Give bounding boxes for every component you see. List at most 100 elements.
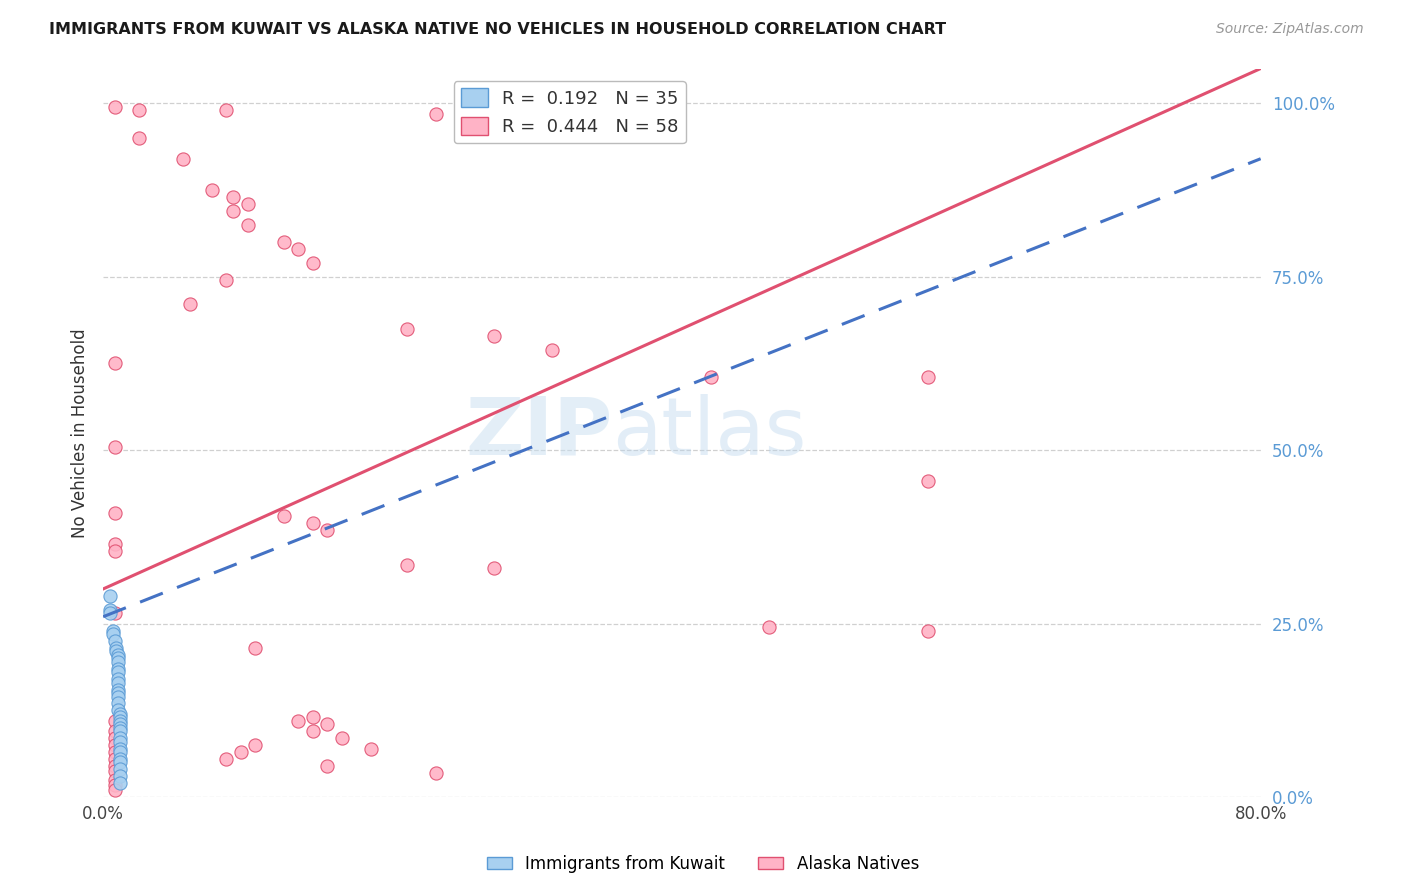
Text: ZIP: ZIP bbox=[465, 394, 613, 472]
Point bbox=[110, 756, 132, 770]
Point bbox=[104, 543, 127, 558]
Point bbox=[104, 778, 127, 792]
Point bbox=[110, 741, 132, 756]
Point bbox=[104, 724, 127, 739]
Point bbox=[110, 769, 132, 783]
Point bbox=[98, 603, 121, 617]
Point bbox=[104, 506, 127, 520]
Point bbox=[104, 356, 127, 370]
Point bbox=[243, 738, 266, 752]
Text: atlas: atlas bbox=[613, 394, 807, 472]
Point bbox=[107, 648, 129, 662]
Point bbox=[287, 242, 309, 256]
Text: IMMIGRANTS FROM KUWAIT VS ALASKA NATIVE NO VEHICLES IN HOUSEHOLD CORRELATION CHA: IMMIGRANTS FROM KUWAIT VS ALASKA NATIVE … bbox=[49, 22, 946, 37]
Point bbox=[107, 686, 129, 700]
Point bbox=[917, 475, 939, 489]
Point bbox=[104, 634, 127, 648]
Point bbox=[105, 640, 128, 655]
Legend: R =  0.192   N = 35, R =  0.444   N = 58: R = 0.192 N = 35, R = 0.444 N = 58 bbox=[454, 81, 686, 144]
Point bbox=[110, 763, 132, 777]
Point bbox=[107, 655, 129, 669]
Point bbox=[104, 783, 127, 797]
Point bbox=[243, 640, 266, 655]
Point bbox=[107, 690, 129, 704]
Point bbox=[107, 672, 129, 686]
Point bbox=[110, 745, 132, 759]
Legend: Immigrants from Kuwait, Alaska Natives: Immigrants from Kuwait, Alaska Natives bbox=[481, 848, 925, 880]
Point bbox=[215, 752, 238, 766]
Point bbox=[103, 627, 125, 641]
Point bbox=[758, 620, 780, 634]
Point bbox=[395, 558, 418, 572]
Point bbox=[273, 509, 295, 524]
Point bbox=[104, 738, 127, 752]
Y-axis label: No Vehicles in Household: No Vehicles in Household bbox=[72, 328, 89, 538]
Point bbox=[107, 697, 129, 711]
Point bbox=[110, 724, 132, 739]
Point bbox=[110, 714, 132, 728]
Point bbox=[302, 724, 325, 739]
Point bbox=[273, 235, 295, 249]
Point bbox=[302, 710, 325, 724]
Point bbox=[104, 731, 127, 746]
Point bbox=[110, 752, 132, 766]
Point bbox=[395, 322, 418, 336]
Point bbox=[172, 152, 194, 166]
Point bbox=[128, 131, 150, 145]
Point bbox=[179, 297, 201, 311]
Point bbox=[105, 644, 128, 658]
Point bbox=[482, 561, 505, 575]
Point bbox=[700, 370, 723, 384]
Point bbox=[287, 714, 309, 728]
Point bbox=[104, 772, 127, 787]
Point bbox=[482, 328, 505, 343]
Point bbox=[425, 765, 447, 780]
Point bbox=[128, 103, 150, 117]
Point bbox=[104, 100, 127, 114]
Point bbox=[215, 103, 238, 117]
Point bbox=[302, 256, 325, 270]
Point bbox=[104, 745, 127, 759]
Point bbox=[104, 752, 127, 766]
Point bbox=[107, 703, 129, 717]
Point bbox=[104, 714, 127, 728]
Point bbox=[917, 370, 939, 384]
Point bbox=[104, 764, 127, 778]
Point bbox=[236, 197, 259, 211]
Point bbox=[110, 776, 132, 790]
Point bbox=[316, 717, 339, 731]
Point bbox=[236, 218, 259, 232]
Point bbox=[316, 759, 339, 773]
Point bbox=[110, 710, 132, 724]
Point bbox=[110, 721, 132, 735]
Point bbox=[330, 731, 353, 746]
Point bbox=[104, 759, 127, 773]
Point bbox=[104, 607, 127, 621]
Point bbox=[107, 662, 129, 676]
Point bbox=[103, 624, 125, 638]
Point bbox=[110, 717, 132, 731]
Point bbox=[98, 589, 121, 603]
Point bbox=[107, 665, 129, 680]
Point bbox=[104, 537, 127, 551]
Text: Source: ZipAtlas.com: Source: ZipAtlas.com bbox=[1216, 22, 1364, 37]
Point bbox=[425, 106, 447, 120]
Point bbox=[201, 183, 224, 197]
Point bbox=[229, 745, 252, 759]
Point bbox=[302, 516, 325, 530]
Point bbox=[540, 343, 562, 357]
Point bbox=[917, 624, 939, 638]
Point bbox=[222, 190, 245, 204]
Point bbox=[104, 440, 127, 454]
Point bbox=[222, 203, 245, 218]
Point bbox=[107, 651, 129, 665]
Point bbox=[110, 731, 132, 746]
Point bbox=[316, 523, 339, 537]
Point bbox=[110, 706, 132, 721]
Point bbox=[215, 273, 238, 287]
Point bbox=[107, 675, 129, 690]
Point bbox=[98, 607, 121, 621]
Point bbox=[360, 741, 382, 756]
Point bbox=[107, 682, 129, 697]
Point bbox=[110, 734, 132, 748]
